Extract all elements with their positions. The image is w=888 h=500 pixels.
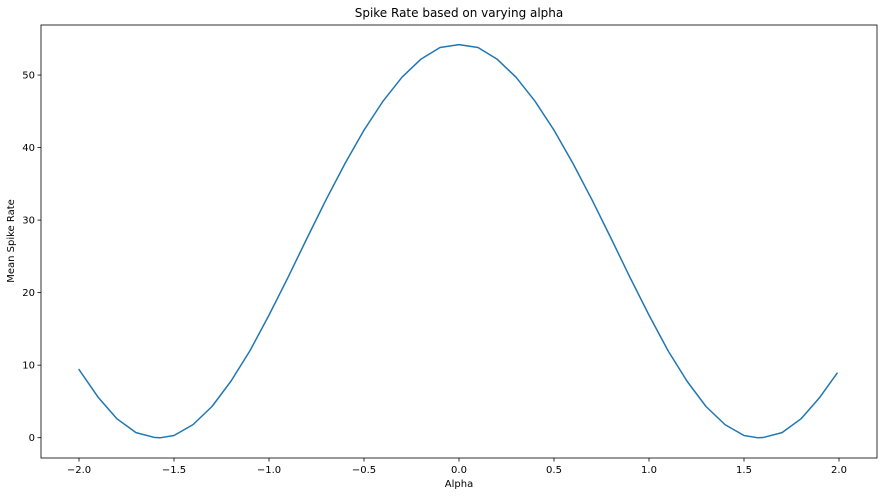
y-axis-label: Mean Spike Rate (6, 199, 17, 283)
x-tick-label: −1.0 (257, 465, 281, 476)
y-tick-label: 10 (22, 361, 35, 372)
x-tick-label: 1.0 (641, 465, 657, 476)
y-axis-ticks: 0 10 20 30 40 50 (22, 71, 41, 444)
y-tick-label: 30 (22, 216, 35, 227)
y-tick-label: 40 (22, 143, 35, 154)
y-tick-label: 50 (22, 71, 35, 82)
plot-area-frame (40, 24, 878, 459)
x-axis-label: Alpha (445, 479, 473, 490)
x-tick-label: −0.5 (352, 465, 376, 476)
chart-title: Spike Rate based on varying alpha (355, 6, 564, 20)
x-tick-label: −2.0 (67, 465, 91, 476)
y-tick-label: 0 (29, 433, 35, 444)
x-tick-label: −1.5 (162, 465, 186, 476)
x-tick-label: 1.5 (736, 465, 752, 476)
x-tick-label: 0.5 (546, 465, 562, 476)
x-axis-ticks: −2.0 −1.5 −1.0 −0.5 0.0 0.5 1.0 1.5 2.0 (67, 458, 847, 476)
x-tick-label: 2.0 (831, 465, 847, 476)
x-tick-label: 0.0 (451, 465, 467, 476)
series-line (78, 43, 838, 439)
y-tick-label: 20 (22, 288, 35, 299)
